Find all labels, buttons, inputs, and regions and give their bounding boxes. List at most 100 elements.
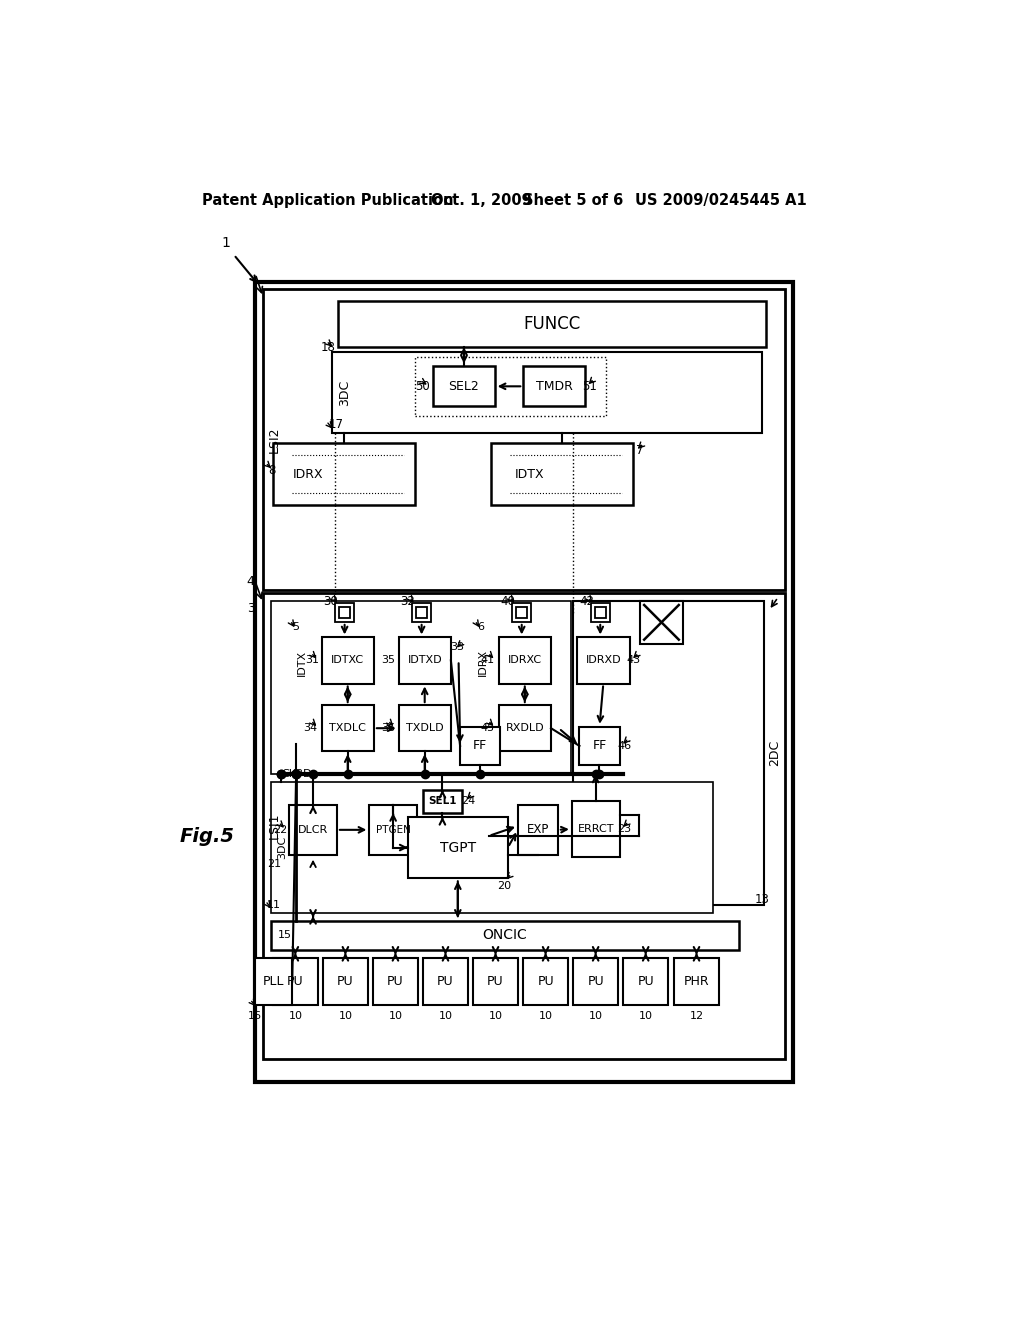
Text: TXDLD: TXDLD xyxy=(406,723,443,733)
Text: 12: 12 xyxy=(689,1011,703,1022)
Text: 5: 5 xyxy=(293,622,300,631)
Bar xyxy=(423,958,468,1006)
Text: Sheet 5 of 6: Sheet 5 of 6 xyxy=(523,193,624,209)
Bar xyxy=(398,705,451,751)
Text: US 2009/0245445 A1: US 2009/0245445 A1 xyxy=(635,193,807,209)
Text: 16: 16 xyxy=(248,1011,262,1022)
Text: 20: 20 xyxy=(497,880,511,891)
Bar xyxy=(571,801,620,857)
Bar xyxy=(339,607,350,618)
Text: 8: 8 xyxy=(268,463,275,477)
Bar xyxy=(674,958,719,1006)
Bar xyxy=(270,921,739,950)
Bar xyxy=(373,958,418,1006)
Bar xyxy=(518,805,558,855)
Bar xyxy=(416,358,606,416)
Bar xyxy=(573,601,764,906)
Text: 10: 10 xyxy=(539,1011,553,1022)
Bar xyxy=(398,638,451,684)
Text: PU: PU xyxy=(387,975,403,989)
Text: 23: 23 xyxy=(617,824,631,834)
Bar xyxy=(273,444,416,506)
Text: TMDR: TMDR xyxy=(536,380,572,393)
Text: IDTXC: IDTXC xyxy=(331,656,365,665)
Text: 43: 43 xyxy=(627,656,640,665)
Text: PU: PU xyxy=(337,975,353,989)
Text: FF: FF xyxy=(592,739,606,752)
Bar xyxy=(580,726,620,766)
Text: 46: 46 xyxy=(617,741,631,751)
Text: 3DC: 3DC xyxy=(278,836,288,859)
Bar xyxy=(263,289,785,590)
Text: 51: 51 xyxy=(582,380,597,393)
Text: Patent Application Publication: Patent Application Publication xyxy=(202,193,454,209)
Text: LSI2: LSI2 xyxy=(267,426,281,453)
Text: 10: 10 xyxy=(438,1011,453,1022)
Bar xyxy=(640,601,683,644)
Text: PU: PU xyxy=(637,975,654,989)
Bar xyxy=(333,352,762,433)
Text: FUNCC: FUNCC xyxy=(523,315,581,333)
Text: 21: 21 xyxy=(266,859,281,870)
Text: 45: 45 xyxy=(481,723,495,733)
Text: 18: 18 xyxy=(321,341,335,354)
Text: PHR: PHR xyxy=(684,975,710,989)
Text: IDTX: IDTX xyxy=(297,649,306,676)
Text: 11: 11 xyxy=(267,900,281,911)
Text: 24: 24 xyxy=(461,796,475,807)
Text: IDTXD: IDTXD xyxy=(408,656,442,665)
Text: 6: 6 xyxy=(477,622,484,631)
Text: PU: PU xyxy=(437,975,454,989)
Bar xyxy=(523,958,568,1006)
Text: DLCR: DLCR xyxy=(298,825,328,834)
Text: TXDLC: TXDLC xyxy=(330,723,367,733)
Text: IDRXD: IDRXD xyxy=(586,656,622,665)
Text: 10: 10 xyxy=(488,1011,503,1022)
Text: PU: PU xyxy=(538,975,554,989)
Bar xyxy=(270,781,714,913)
Bar xyxy=(270,601,571,775)
Bar xyxy=(255,958,292,1006)
Bar xyxy=(263,594,785,1059)
Bar xyxy=(460,726,500,766)
Text: 33: 33 xyxy=(450,642,464,652)
Text: CK3D: CK3D xyxy=(282,770,312,779)
Bar xyxy=(289,805,337,855)
Text: 10: 10 xyxy=(289,1011,302,1022)
Bar xyxy=(499,638,551,684)
Bar xyxy=(433,367,495,407)
Bar xyxy=(423,789,462,813)
Bar xyxy=(473,958,518,1006)
Bar xyxy=(413,603,431,622)
Text: 34: 34 xyxy=(304,723,317,733)
Text: 13: 13 xyxy=(755,892,769,906)
Text: 2DC: 2DC xyxy=(768,739,780,766)
Bar xyxy=(255,281,793,1082)
Text: 50: 50 xyxy=(415,380,430,393)
Text: 10: 10 xyxy=(589,1011,603,1022)
Text: TGPT: TGPT xyxy=(439,841,476,854)
Bar xyxy=(512,603,531,622)
Text: RXDLD: RXDLD xyxy=(506,723,544,733)
Text: 3DC: 3DC xyxy=(338,379,351,405)
Text: 10: 10 xyxy=(639,1011,652,1022)
Text: ERRCT: ERRCT xyxy=(578,824,614,834)
Text: EXP: EXP xyxy=(526,824,549,837)
Bar xyxy=(516,607,527,618)
Text: PU: PU xyxy=(588,975,604,989)
Text: PLL: PLL xyxy=(263,975,285,989)
Bar xyxy=(273,958,317,1006)
Text: FF: FF xyxy=(473,739,487,752)
Text: 22: 22 xyxy=(272,825,287,834)
Text: IDRX: IDRX xyxy=(292,467,323,480)
Text: 36: 36 xyxy=(381,723,394,733)
Text: 17: 17 xyxy=(329,417,344,430)
Text: PU: PU xyxy=(287,975,304,989)
Text: 35: 35 xyxy=(381,656,394,665)
Bar xyxy=(499,705,551,751)
Bar xyxy=(416,607,427,618)
Text: 10: 10 xyxy=(338,1011,352,1022)
Bar xyxy=(339,301,766,347)
Bar xyxy=(408,817,508,878)
Text: 40: 40 xyxy=(501,595,515,609)
